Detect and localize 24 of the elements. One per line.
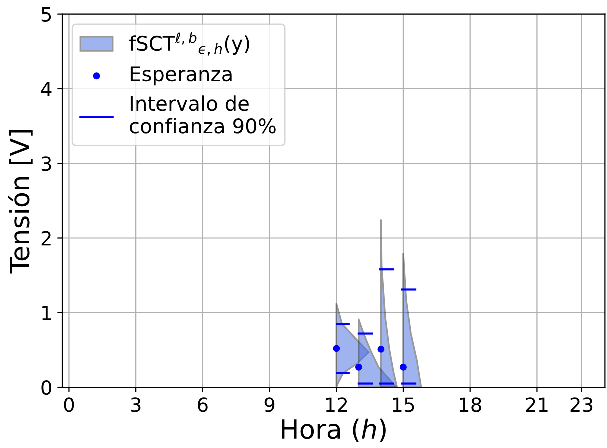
y-tick-label: 4 [41,82,52,96]
legend-label: Intervalo de confianza 90% [130,96,276,134]
y-tick-label: 3 [42,156,52,172]
y-axis-title: Tensión [V] [8,130,33,274]
y-tick-label: 5 [42,8,52,22]
legend-label: Esperanza [130,66,232,86]
x-tick-label: 12 [326,398,348,412]
x-tick-label: 15 [393,398,414,412]
point [400,364,407,371]
x-tick-label: 0 [64,398,74,412]
x-tick-label: 21 [526,398,548,412]
x-tick-label: 6 [198,398,208,412]
x-axis-title: Hora (ℎ) [282,418,386,442]
x-tick-label: 23 [570,398,593,412]
x-tick-label: 3 [131,398,141,412]
x-tick-label: 18 [460,398,482,412]
y-tick-label: 0 [42,380,52,396]
point [355,364,362,371]
point [378,346,385,353]
y-tick-label: 1 [42,306,52,320]
x-tick-label: 9 [264,398,275,412]
y-tick-label: 2 [42,231,51,246]
point [333,345,340,352]
legend-label: fSCT$^{ℓ,b}$$_{ϵ,h}$(y) [129,32,250,56]
